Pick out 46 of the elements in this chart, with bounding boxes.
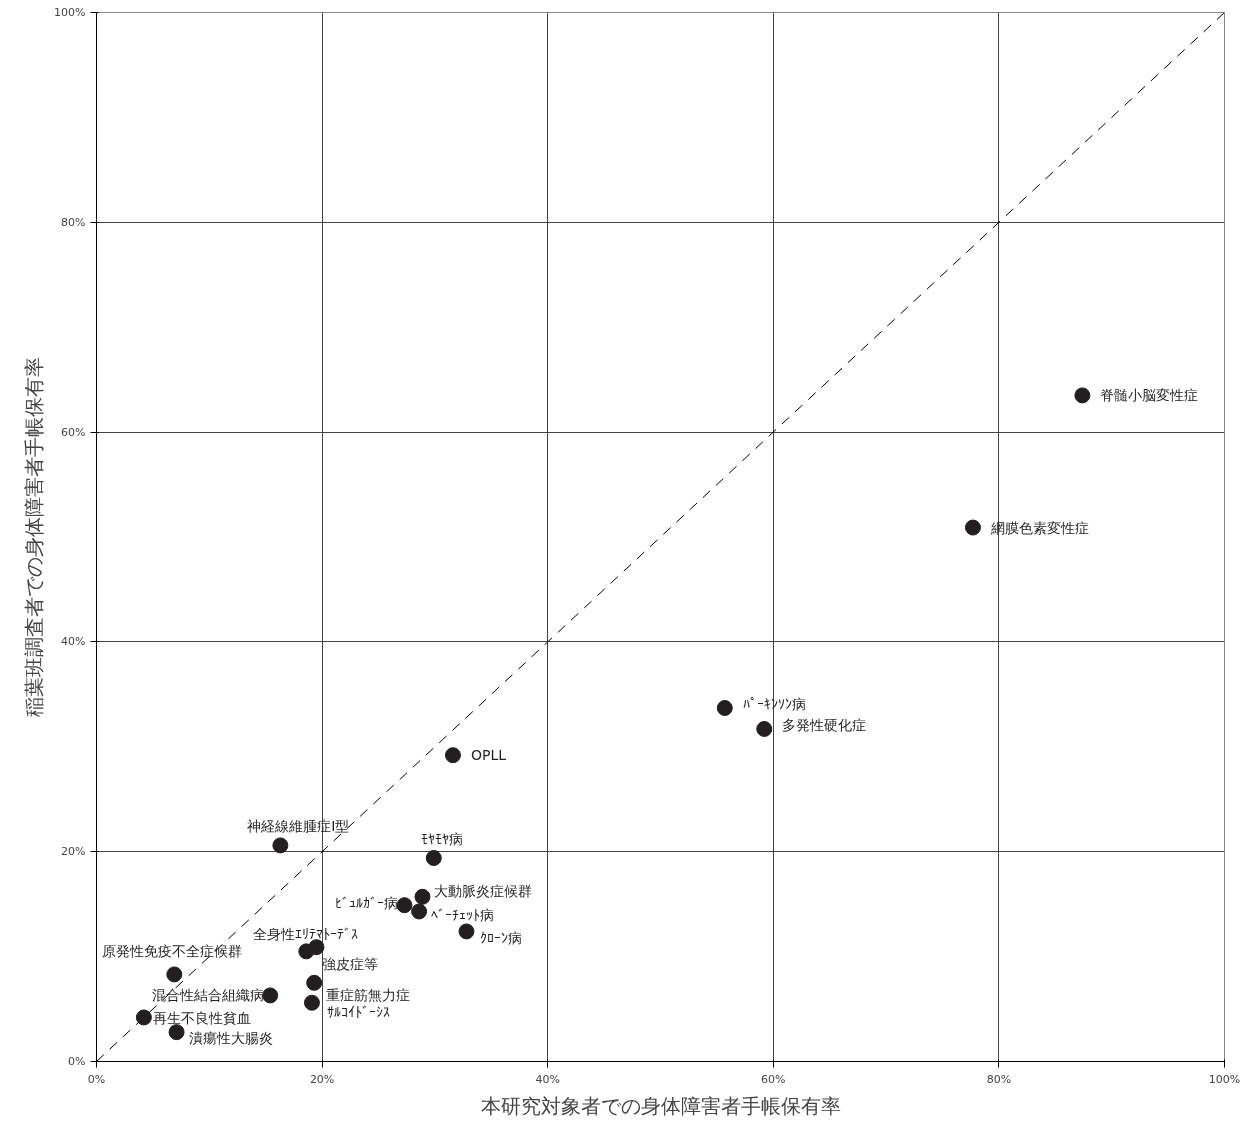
- point: [166, 966, 183, 983]
- series-label: ﾋﾞｭﾙｶﾞｰ病: [335, 895, 399, 912]
- x-axis-title: 本研究対象者での身体障害者手帳保有率: [480, 1093, 841, 1118]
- series-label: 大動脈炎症候群: [434, 882, 533, 899]
- x-tick-label: 80%: [986, 1072, 1012, 1086]
- x-tick-label: 20%: [309, 1072, 335, 1086]
- series-label: OPLL: [470, 747, 507, 764]
- x-tick-label: 40%: [535, 1072, 560, 1086]
- y-tick-label: 60%: [61, 425, 86, 439]
- series-label: ﾓﾔﾓﾔ病: [420, 830, 463, 847]
- point: [458, 923, 475, 940]
- y-tick-label: 0%: [68, 1055, 86, 1068]
- point: [168, 1024, 185, 1041]
- point: [262, 987, 279, 1004]
- series-label: ｻﾙｺｲﾄﾞｰｼｽ: [326, 1003, 390, 1020]
- point: [306, 974, 323, 991]
- y-axis-title: 稲葉班調査者での身体障害者手帳保有率: [22, 357, 47, 717]
- y-tick-label: 100%: [54, 6, 86, 19]
- point: [396, 897, 413, 914]
- series-label: 潰瘍性大腸炎: [188, 1030, 273, 1047]
- point: [414, 888, 431, 905]
- series-label: ﾍﾞｰﾁｪｯﾄ病: [431, 907, 495, 924]
- point: [756, 720, 773, 737]
- x-tick-label: 60%: [761, 1072, 786, 1086]
- y-tick-label: 40%: [61, 635, 86, 649]
- point: [303, 994, 320, 1011]
- point: [135, 1009, 152, 1026]
- y-tick-label: 80%: [61, 215, 86, 229]
- series-label: ｸﾛｰﾝ病: [480, 930, 523, 947]
- point: [444, 747, 461, 764]
- point: [308, 939, 325, 956]
- series-label: 脊髄小脳変性症: [1100, 387, 1199, 404]
- point: [716, 700, 733, 716]
- series-label: 混合性結合組織病: [152, 987, 265, 1004]
- x-tick-label: 0%: [87, 1072, 106, 1086]
- x-tick-label: 100%: [1208, 1072, 1241, 1086]
- series-label: 再生不良性貧血: [152, 1010, 251, 1027]
- series-label: 重症筋無力症: [326, 986, 411, 1003]
- y-tick-label: 20%: [61, 845, 86, 859]
- point: [425, 850, 442, 866]
- series-label: 原発性免疫不全症候群: [102, 943, 243, 960]
- point: [1074, 387, 1091, 404]
- point: [272, 837, 289, 854]
- point: [411, 903, 428, 920]
- series-label: 多発性硬化症: [782, 716, 867, 733]
- point: [964, 519, 981, 536]
